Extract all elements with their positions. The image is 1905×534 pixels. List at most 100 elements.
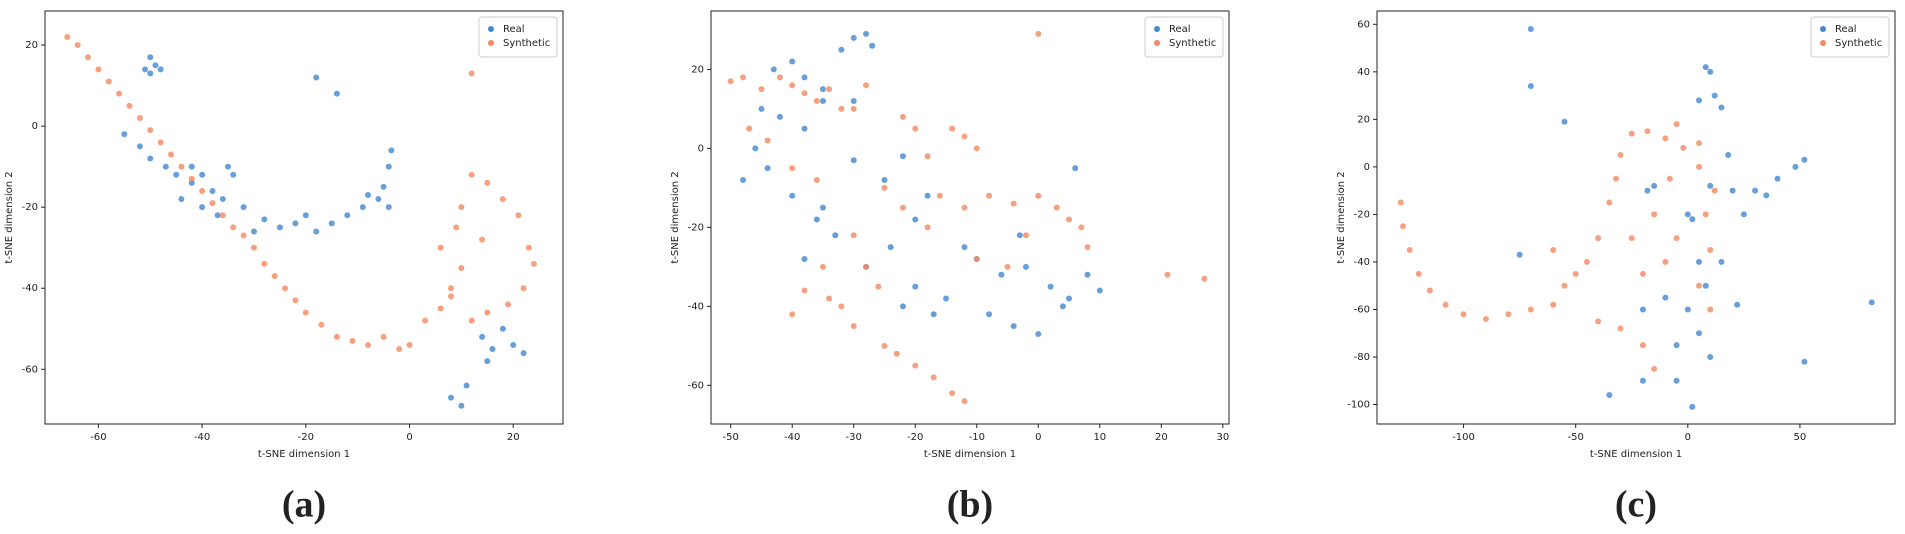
point (468, 171, 475, 178)
point (525, 244, 532, 251)
point (1016, 232, 1023, 239)
y-tick-label: -60 (688, 380, 704, 391)
point (776, 74, 783, 81)
point (758, 86, 765, 93)
legend-label: Real (503, 24, 525, 35)
point (789, 311, 796, 318)
point (887, 244, 894, 251)
x-tick-label: 10 (1093, 432, 1106, 443)
point (1084, 244, 1091, 251)
point (1644, 128, 1651, 135)
point (1684, 306, 1691, 313)
point (302, 212, 309, 219)
x-tick-label: -10 (969, 432, 985, 443)
point (1595, 235, 1602, 242)
point (318, 321, 325, 328)
point (1516, 251, 1523, 258)
point (1595, 318, 1602, 325)
point (1711, 187, 1718, 194)
x-tick-label: 30 (1216, 432, 1229, 443)
point (126, 102, 133, 109)
legend-label: Real (1835, 24, 1857, 35)
point (1662, 258, 1669, 265)
point (949, 390, 956, 397)
point (1725, 152, 1732, 159)
point (986, 192, 993, 199)
point (385, 163, 392, 170)
point (1639, 377, 1646, 384)
point (826, 86, 833, 93)
point (1639, 270, 1646, 277)
caption: (a) (282, 484, 326, 526)
legend-marker (1154, 40, 1160, 46)
x-tick-label: -40 (194, 432, 210, 443)
y-tick-label: -40 (688, 301, 704, 312)
point (1406, 247, 1413, 254)
point (365, 192, 372, 199)
point (961, 133, 968, 140)
x-tick-label: -60 (90, 432, 106, 443)
point (1072, 165, 1079, 172)
point (1684, 211, 1691, 218)
point (1707, 353, 1714, 360)
point (448, 285, 454, 292)
point (893, 350, 900, 357)
point (930, 374, 937, 381)
point (1696, 330, 1703, 337)
point (924, 153, 931, 160)
y-tick-label: 20 (1357, 114, 1370, 125)
point (1022, 232, 1029, 239)
point (819, 86, 826, 93)
point (1164, 271, 1171, 278)
point (292, 297, 299, 304)
point (1689, 216, 1696, 223)
point (776, 113, 783, 120)
point (328, 220, 335, 227)
point (520, 350, 527, 357)
point (136, 143, 143, 150)
legend-box (1810, 16, 1890, 58)
point (850, 98, 857, 105)
point (746, 125, 753, 132)
point (899, 303, 906, 310)
y-tick-label: -20 (22, 202, 38, 213)
legend-label: Real (1169, 24, 1191, 35)
point (168, 151, 174, 158)
point (422, 317, 429, 324)
point (85, 54, 92, 61)
point (157, 66, 164, 73)
point (1707, 247, 1714, 254)
legend-marker (488, 40, 494, 46)
point (1662, 135, 1669, 142)
point (388, 147, 395, 154)
point (1059, 303, 1066, 310)
point (95, 66, 102, 73)
point (838, 46, 845, 53)
point (789, 192, 796, 199)
point (271, 273, 278, 280)
point (881, 176, 888, 183)
point (448, 293, 454, 300)
point (250, 244, 257, 251)
point (1740, 211, 1747, 218)
legend-marker (1820, 26, 1826, 32)
point (515, 212, 522, 219)
point (230, 224, 237, 231)
point (344, 212, 351, 219)
point (463, 382, 470, 389)
point (961, 204, 968, 211)
point (770, 66, 777, 73)
point (1606, 199, 1613, 206)
point (1702, 64, 1709, 71)
point (162, 163, 169, 170)
point (142, 66, 149, 73)
point (943, 295, 950, 302)
point (961, 244, 968, 251)
point (479, 333, 486, 340)
point (261, 216, 268, 223)
legend-label: Synthetic (1835, 38, 1882, 49)
point (365, 341, 372, 348)
point (313, 228, 320, 235)
point (1078, 224, 1085, 231)
point (924, 224, 931, 231)
